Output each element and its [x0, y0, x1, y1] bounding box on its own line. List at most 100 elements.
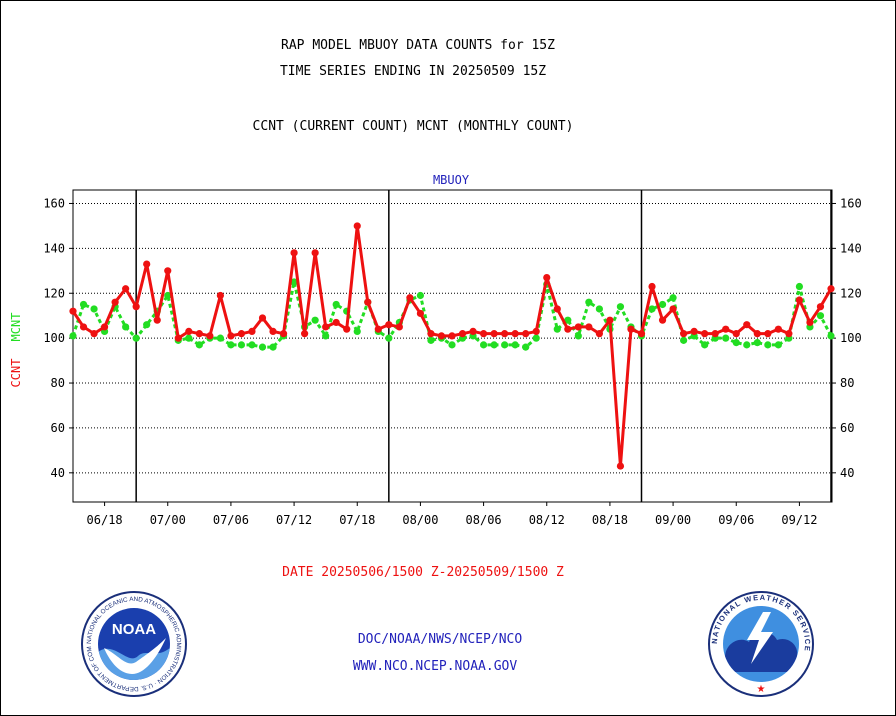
- data-point-mcnt: [616, 303, 625, 311]
- data-point-ccnt: [795, 296, 804, 304]
- y-tick-label-left: 160: [43, 196, 65, 210]
- noaa-logo: NOAA NATIONAL OCEANIC AND ATMOSPHERIC AD…: [80, 590, 187, 697]
- x-tick-label: 08/06: [466, 513, 502, 527]
- data-point-ccnt: [374, 325, 382, 333]
- data-point-mcnt: [90, 305, 98, 313]
- data-point-mcnt: [827, 332, 835, 340]
- website-link[interactable]: WWW.NCO.NCEP.NOAA.GOV: [352, 659, 518, 674]
- data-point-ccnt: [258, 314, 267, 322]
- data-point-ccnt: [174, 334, 182, 342]
- data-point-ccnt: [490, 330, 498, 338]
- data-point-ccnt: [469, 327, 477, 336]
- data-point-ccnt: [827, 285, 835, 293]
- y-tick-label-right: 160: [840, 196, 862, 210]
- data-point-ccnt: [69, 307, 77, 315]
- org-path-label: DOC/NOAA/NWS/NCEP/NCO: [357, 632, 523, 647]
- data-point-ccnt: [206, 332, 214, 340]
- y-tick-label-right: 40: [840, 466, 854, 480]
- data-point-ccnt: [301, 330, 309, 338]
- data-point-mcnt: [753, 339, 761, 347]
- data-point-ccnt: [606, 316, 614, 324]
- data-point-mcnt: [522, 343, 530, 351]
- data-point-ccnt: [511, 330, 519, 338]
- data-point-ccnt: [132, 303, 140, 311]
- data-point-ccnt: [595, 330, 603, 338]
- y-tick-label-right: 100: [840, 331, 862, 345]
- data-point-ccnt: [153, 316, 161, 324]
- data-point-ccnt: [785, 330, 793, 338]
- y-tick-label-right: 80: [840, 376, 854, 390]
- data-point-mcnt: [385, 334, 393, 342]
- nws-logo: NATIONAL WEATHER SERVICE ★: [708, 591, 814, 697]
- data-point-mcnt: [479, 341, 488, 349]
- data-point-ccnt: [701, 330, 709, 338]
- data-point-mcnt: [269, 343, 277, 351]
- x-tick-label: 06/18: [87, 513, 123, 527]
- data-point-mcnt: [132, 334, 140, 342]
- data-point-ccnt: [437, 332, 446, 340]
- data-point-ccnt: [743, 321, 751, 329]
- data-point-ccnt: [711, 330, 719, 338]
- data-point-ccnt: [764, 330, 772, 338]
- data-point-ccnt: [395, 323, 403, 331]
- data-point-ccnt: [237, 330, 246, 338]
- x-tick-label: 08/12: [529, 513, 565, 527]
- data-point-mcnt: [564, 316, 572, 324]
- data-point-mcnt: [553, 325, 561, 333]
- data-point-ccnt: [774, 325, 782, 333]
- data-point-mcnt: [290, 278, 298, 286]
- y-tick-label-left: 140: [43, 241, 65, 255]
- data-point-ccnt: [448, 332, 456, 340]
- data-point-ccnt: [479, 330, 488, 338]
- x-tick-label: 07/12: [276, 513, 312, 527]
- data-point-mcnt: [69, 332, 77, 340]
- data-point-ccnt: [111, 298, 119, 306]
- data-point-ccnt: [806, 318, 814, 327]
- data-point-mcnt: [185, 334, 193, 342]
- x-tick-label: 09/12: [781, 513, 817, 527]
- data-point-mcnt: [743, 341, 751, 349]
- data-point-ccnt: [269, 327, 277, 336]
- y-tick-label-left: 120: [43, 286, 65, 300]
- data-point-ccnt: [248, 327, 256, 336]
- data-point-mcnt: [353, 327, 361, 336]
- data-point-mcnt: [574, 332, 582, 340]
- data-point-mcnt: [795, 282, 804, 291]
- x-tick-label: 08/18: [592, 513, 628, 527]
- data-point-mcnt: [195, 341, 203, 349]
- data-point-ccnt: [501, 330, 509, 338]
- data-point-ccnt: [458, 330, 467, 338]
- x-tick-label: 09/00: [655, 513, 691, 527]
- data-point-mcnt: [448, 341, 456, 349]
- data-point-ccnt: [690, 327, 698, 336]
- data-point-mcnt: [216, 334, 224, 342]
- data-point-mcnt: [311, 316, 319, 324]
- data-point-mcnt: [322, 332, 330, 340]
- data-point-ccnt: [753, 330, 761, 338]
- data-point-mcnt: [816, 312, 825, 320]
- data-point-ccnt: [522, 330, 530, 338]
- data-point-mcnt: [774, 341, 782, 349]
- data-point-ccnt: [680, 330, 688, 338]
- data-point-mcnt: [732, 339, 740, 347]
- data-point-ccnt: [311, 249, 319, 257]
- y-tick-label-right: 60: [840, 421, 854, 435]
- data-point-ccnt: [322, 323, 330, 331]
- y-tick-label-right: 120: [840, 286, 862, 300]
- data-point-mcnt: [595, 305, 603, 313]
- plot-border: [72, 189, 833, 503]
- data-point-ccnt: [658, 316, 667, 324]
- nws-star-icon: ★: [757, 684, 766, 695]
- data-point-mcnt: [501, 341, 509, 349]
- data-point-mcnt: [490, 341, 498, 349]
- chart-subtitle-time: TIME SERIES ENDING IN 20250509 15Z: [279, 64, 547, 79]
- data-point-ccnt: [122, 285, 130, 293]
- data-point-mcnt: [680, 336, 688, 344]
- data-point-ccnt: [564, 325, 572, 333]
- data-point-mcnt: [227, 341, 235, 349]
- data-point-ccnt: [364, 298, 372, 306]
- data-point-mcnt: [532, 334, 540, 342]
- data-point-mcnt: [658, 300, 667, 309]
- data-point-ccnt: [100, 323, 109, 331]
